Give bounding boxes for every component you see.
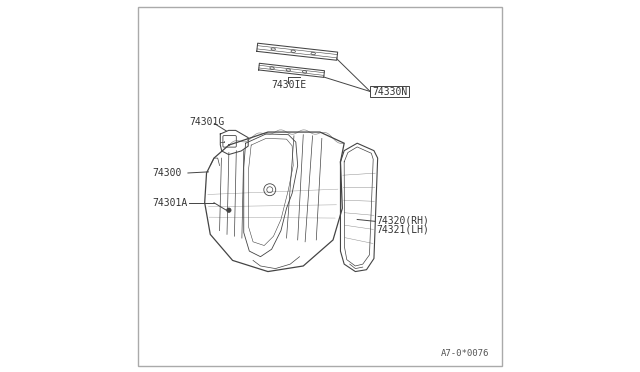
Text: 7430IE: 7430IE bbox=[271, 80, 306, 90]
Text: 74320(RH): 74320(RH) bbox=[376, 215, 429, 225]
Text: 74300: 74300 bbox=[152, 168, 181, 178]
Text: 74321(LH): 74321(LH) bbox=[376, 225, 429, 235]
Text: 74330N: 74330N bbox=[372, 87, 408, 96]
Text: 74301G: 74301G bbox=[189, 117, 224, 127]
Circle shape bbox=[227, 208, 231, 212]
Text: 74301A: 74301A bbox=[152, 198, 187, 208]
Text: A7-0*0076: A7-0*0076 bbox=[441, 349, 489, 358]
FancyBboxPatch shape bbox=[223, 136, 236, 147]
Bar bbox=[370, 86, 410, 97]
